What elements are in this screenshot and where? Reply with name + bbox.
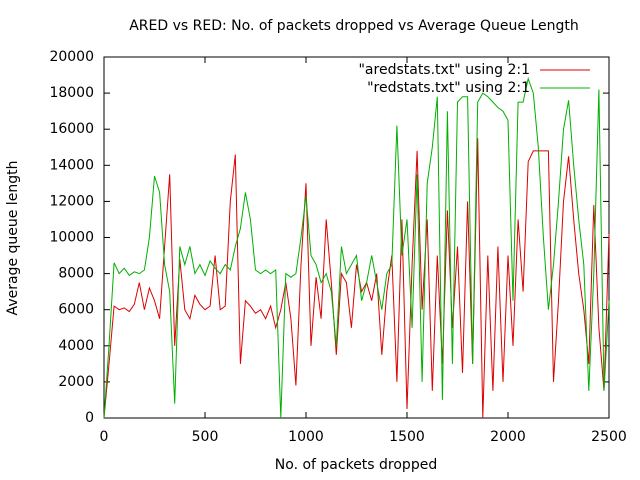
- y-axis-label: Average queue length: [5, 161, 21, 316]
- y-tick-label: 14000: [49, 157, 94, 173]
- x-axis-label: No. of packets dropped: [275, 457, 437, 473]
- y-tick-label: 20000: [49, 49, 94, 65]
- x-tick-label: 2500: [591, 429, 627, 445]
- y-tick-label: 4000: [58, 338, 94, 354]
- legend-label: "redstats.txt" using 2:1: [367, 80, 530, 96]
- data-line: [103, 76, 610, 419]
- y-tick-label: 6000: [58, 302, 94, 318]
- x-tick-label: 2000: [490, 429, 526, 445]
- plot-border: [103, 56, 610, 419]
- y-tick-label: 16000: [49, 121, 94, 137]
- chart-title: ARED vs RED: No. of packets dropped vs A…: [129, 18, 579, 34]
- legend-label: "aredstats.txt" using 2:1: [358, 62, 530, 78]
- x-tick-label: 500: [192, 429, 219, 445]
- x-tick-label: 0: [100, 429, 109, 445]
- y-tick-label: 8000: [58, 266, 94, 282]
- y-tick-label: 0: [85, 410, 94, 426]
- x-tick-label: 1500: [389, 429, 425, 445]
- y-tick-label: 12000: [49, 193, 94, 209]
- y-tick-label: 2000: [58, 374, 94, 390]
- y-tick-label: 10000: [49, 230, 94, 246]
- x-tick-label: 1000: [288, 429, 324, 445]
- data-line: [103, 138, 610, 419]
- y-tick-label: 18000: [49, 85, 94, 101]
